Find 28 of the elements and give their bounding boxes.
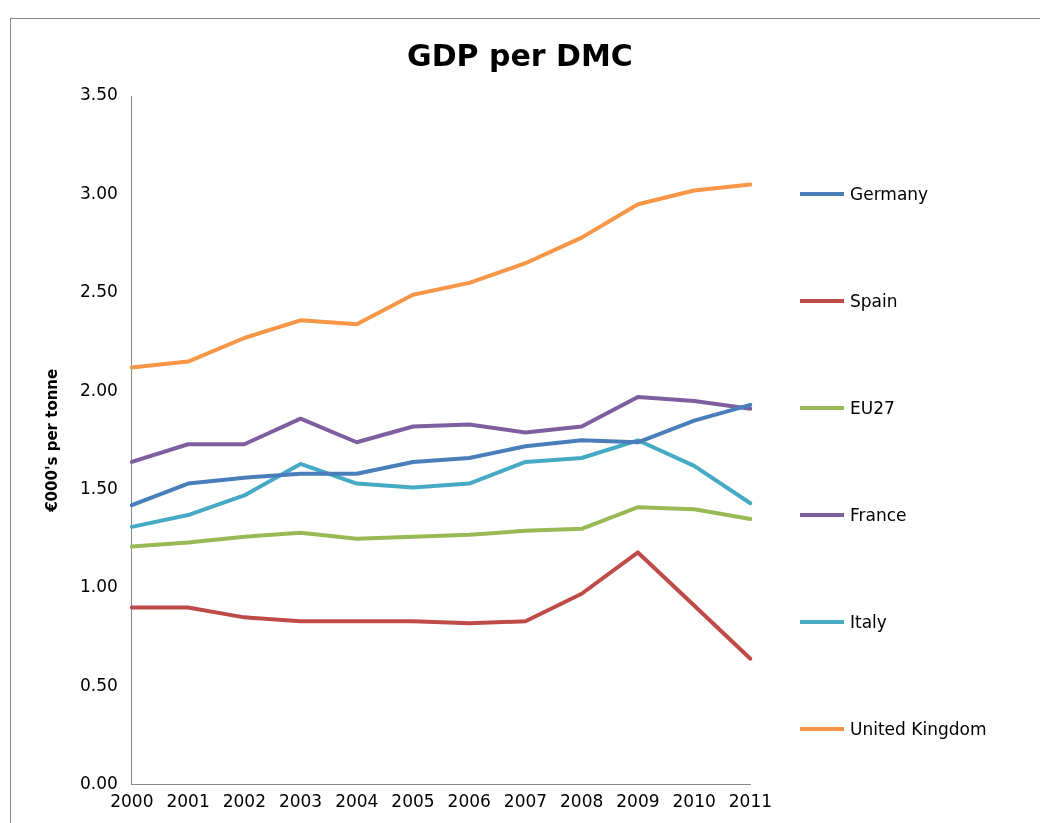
- legend-label: Germany: [850, 183, 929, 204]
- x-tick-label: 2004: [335, 791, 379, 812]
- x-tick-label: 2009: [616, 791, 660, 812]
- x-tick-label: 2006: [447, 791, 491, 812]
- x-tick-label: 2001: [166, 791, 210, 812]
- y-axis-title: €000's per tonne: [42, 368, 61, 513]
- y-tick-label: 3.50: [79, 84, 118, 105]
- chart-title: GDP per DMC: [406, 38, 634, 73]
- y-tick-label: 1.50: [79, 477, 118, 498]
- y-tick-label: 2.50: [79, 281, 118, 302]
- x-tick-label: 2010: [672, 791, 716, 812]
- y-tick-label: 1.00: [79, 576, 118, 597]
- x-tick-label: 2002: [222, 791, 266, 812]
- y-tick-label: 3.00: [79, 182, 118, 203]
- x-tick-label: 2008: [560, 791, 604, 812]
- y-tick-label: 2.00: [79, 379, 118, 400]
- x-tick-label: 2000: [110, 791, 154, 812]
- legend-label: France: [850, 504, 907, 525]
- legend-label: Spain: [850, 290, 898, 311]
- x-tick-label: 2007: [503, 791, 548, 812]
- x-tick-label: 2003: [278, 791, 323, 812]
- legend-label: United Kingdom: [850, 718, 987, 739]
- y-tick-label: 0.00: [79, 773, 118, 794]
- x-tick-label: 2011: [728, 791, 772, 812]
- legend-label: Italy: [850, 611, 887, 632]
- x-tick-label: 2005: [391, 791, 435, 812]
- y-tick-label: 0.50: [79, 674, 118, 695]
- legend-label: EU27: [850, 397, 895, 418]
